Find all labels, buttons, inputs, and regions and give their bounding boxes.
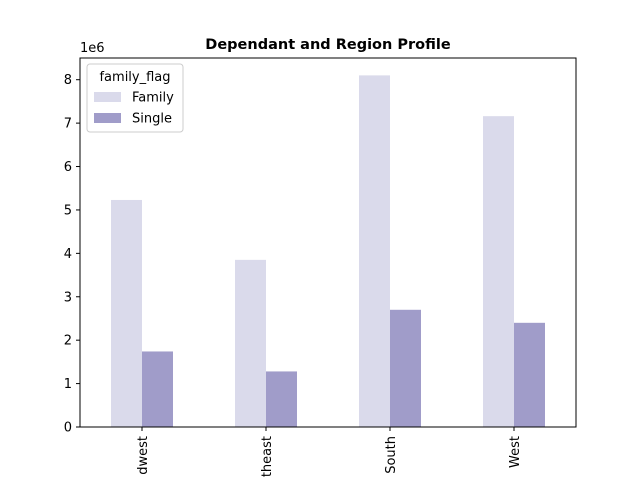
bar-single-west — [514, 322, 545, 427]
legend-title: family_flag — [99, 70, 170, 85]
x-tick-label: dwest — [136, 436, 151, 475]
y-tick-label: 5 — [64, 203, 72, 218]
legend-label-family: Family — [132, 91, 174, 106]
bar-single-midwest — [142, 351, 173, 427]
y-axis-offset-label: 1e6 — [80, 41, 105, 56]
y-tick-label: 4 — [64, 247, 72, 262]
y-tick-label: 3 — [64, 290, 72, 305]
legend: family_flag Family Single — [86, 63, 184, 133]
legend-swatch-single — [94, 113, 121, 123]
bar-single-south — [390, 309, 421, 427]
bar-family-south — [359, 75, 390, 427]
y-tick-label: 7 — [64, 117, 72, 132]
y-tick-label: 2 — [64, 334, 72, 349]
y-tick-label: 1 — [64, 377, 72, 392]
bar-single-northeast — [266, 371, 297, 427]
bar-family-west — [483, 116, 514, 428]
y-tick-label: 6 — [64, 160, 72, 175]
x-tick-label: South — [384, 436, 399, 474]
y-tick-label: 0 — [64, 421, 72, 436]
chart-title: Dependant and Region Profile — [205, 37, 451, 53]
plot-frame — [79, 57, 577, 428]
y-axis: 0 1 2 3 4 5 6 7 8 — [64, 73, 80, 436]
legend-swatch-family — [94, 92, 121, 102]
bars-group — [111, 75, 545, 428]
x-tick-label: theast — [260, 436, 275, 477]
x-tick-label: West — [508, 436, 523, 468]
bar-family-midwest — [111, 199, 142, 427]
legend-label-single: Single — [132, 112, 172, 127]
y-tick-label: 8 — [64, 73, 72, 88]
x-axis: dwest theast South West — [136, 427, 523, 477]
bar-family-northeast — [235, 259, 266, 427]
